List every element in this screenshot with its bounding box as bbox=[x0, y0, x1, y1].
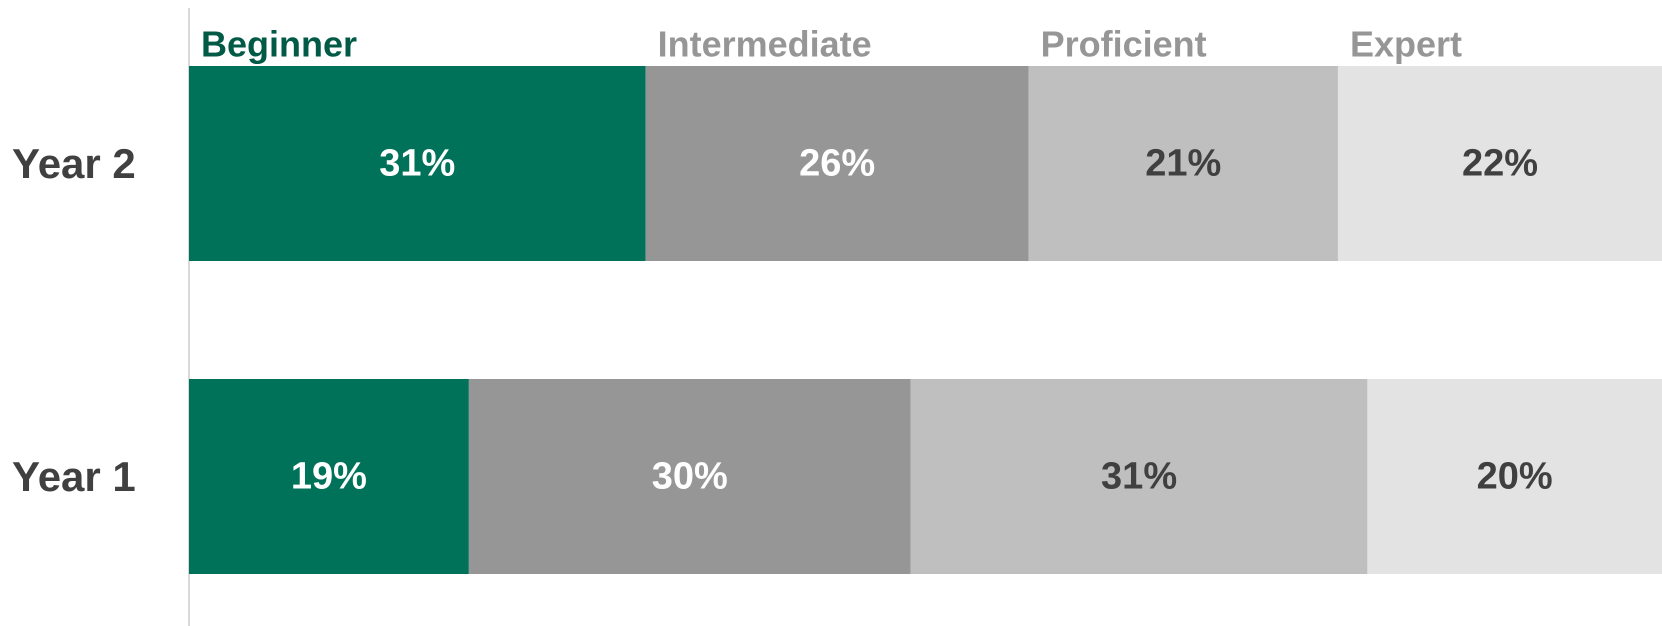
data-label: 31% bbox=[1101, 456, 1177, 498]
bar-segment bbox=[910, 379, 1368, 574]
category-label: Year 1 bbox=[12, 453, 136, 500]
data-label: 26% bbox=[799, 143, 875, 185]
category-label: Year 2 bbox=[12, 140, 136, 187]
data-label: 19% bbox=[291, 456, 367, 498]
bar-segment bbox=[468, 379, 911, 574]
data-label: 21% bbox=[1145, 143, 1221, 185]
data-label: 20% bbox=[1477, 456, 1553, 498]
data-label: 30% bbox=[652, 456, 728, 498]
legend-label: Proficient bbox=[1041, 24, 1207, 65]
bar-segment bbox=[1367, 379, 1662, 574]
bar-segment bbox=[1337, 66, 1662, 261]
bar-segment bbox=[189, 379, 469, 574]
data-label: 31% bbox=[379, 143, 455, 185]
legend-label: Intermediate bbox=[658, 24, 872, 65]
bar-segment bbox=[1028, 66, 1338, 261]
legend-label: Expert bbox=[1350, 24, 1462, 65]
bar-segment bbox=[189, 66, 646, 261]
legend-label: Beginner bbox=[201, 24, 357, 65]
data-label: 22% bbox=[1462, 143, 1538, 185]
bar-segment bbox=[645, 66, 1029, 261]
